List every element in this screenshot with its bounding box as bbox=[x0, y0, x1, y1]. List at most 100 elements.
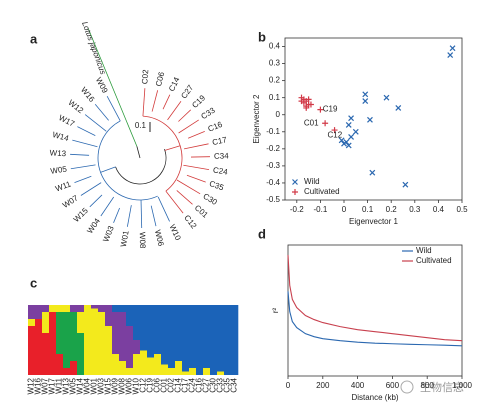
y-tick-label: -0.4 bbox=[266, 178, 280, 187]
leaf-label: C24 bbox=[212, 165, 229, 176]
bar-segment bbox=[91, 305, 99, 309]
y-tick-label: 0 bbox=[276, 110, 281, 119]
bar-segment bbox=[161, 305, 169, 365]
leaf-label: W01 bbox=[119, 229, 131, 247]
point bbox=[352, 128, 359, 135]
panel-label: c bbox=[30, 275, 37, 290]
tree-branch bbox=[94, 103, 109, 121]
bar-segment bbox=[28, 326, 36, 375]
tree-branch bbox=[74, 175, 92, 184]
x-tick-label: 600 bbox=[386, 381, 400, 390]
tree-arc bbox=[162, 148, 167, 172]
leaf-label: C30 bbox=[201, 192, 219, 208]
point bbox=[345, 142, 352, 149]
line bbox=[287, 291, 463, 347]
x-tick-label: C01 bbox=[160, 377, 169, 392]
bar-segment bbox=[210, 305, 218, 375]
bar-segment bbox=[175, 361, 183, 375]
leaf-label: W15 bbox=[72, 206, 90, 224]
tree-branch bbox=[167, 101, 182, 121]
x-tick-label: W04 bbox=[83, 377, 92, 394]
bar-segment bbox=[112, 305, 120, 312]
bar-segment bbox=[112, 354, 120, 375]
tree-branch bbox=[89, 194, 103, 208]
bar-segment bbox=[77, 333, 85, 375]
bar-segment bbox=[126, 326, 134, 368]
y-tick-label: 0.3 bbox=[269, 59, 281, 68]
x-tick-label: W09 bbox=[111, 377, 120, 394]
x-tick-label: C14 bbox=[174, 377, 183, 392]
plot-frame bbox=[284, 37, 463, 201]
point bbox=[362, 98, 369, 105]
leaf-label: C33 bbox=[199, 105, 217, 121]
bar-segment bbox=[84, 305, 92, 375]
x-tick-label: 800 bbox=[421, 381, 435, 390]
leaf-label: W08 bbox=[138, 232, 147, 249]
y-tick-label: 0.1 bbox=[269, 93, 281, 102]
watermark-icon bbox=[400, 380, 414, 394]
tree-branch bbox=[151, 90, 159, 112]
point bbox=[395, 104, 402, 111]
bar-segment bbox=[147, 305, 155, 358]
outgroup-branch bbox=[87, 27, 138, 147]
leaf-label: C06 bbox=[154, 70, 167, 87]
leaf-label: W07 bbox=[61, 193, 80, 210]
x-tick-label: 0.5 bbox=[456, 205, 468, 214]
bar-segment bbox=[42, 305, 50, 312]
x-tick-label: C27 bbox=[202, 377, 211, 392]
point bbox=[292, 179, 298, 185]
point bbox=[307, 101, 314, 108]
point bbox=[345, 122, 352, 128]
legend-label: Wild bbox=[304, 177, 320, 186]
leaf-label: C34 bbox=[214, 151, 229, 160]
leaf-label: W03 bbox=[101, 224, 116, 243]
tree-branch bbox=[113, 207, 120, 223]
bar-segment bbox=[217, 371, 225, 375]
bar-segment bbox=[224, 305, 232, 375]
bar-segment bbox=[77, 305, 85, 312]
bar-segment bbox=[140, 350, 148, 375]
bar-segment bbox=[119, 305, 127, 312]
tree-branch bbox=[72, 139, 98, 148]
x-tick-label: C16 bbox=[195, 377, 204, 392]
annotation: C12 bbox=[327, 130, 342, 139]
x-tick-label: 0 bbox=[342, 205, 347, 214]
tree-branch bbox=[80, 182, 102, 196]
panel-label: d bbox=[258, 226, 266, 241]
x-tick-label: C02 bbox=[167, 377, 176, 392]
bar-segment bbox=[126, 305, 134, 326]
leaf-label: C27 bbox=[179, 83, 195, 101]
bar-segment bbox=[35, 305, 43, 319]
tree-branch bbox=[165, 190, 184, 214]
tree-branch bbox=[100, 196, 115, 217]
tree-branch bbox=[140, 199, 143, 228]
tree-branch bbox=[178, 119, 199, 134]
plot-frame bbox=[287, 244, 463, 377]
y-tick-label: 0.4 bbox=[269, 42, 281, 51]
annotation: C19 bbox=[323, 105, 338, 114]
x-tick-label: W01 bbox=[90, 377, 99, 394]
bar-segment bbox=[189, 368, 197, 375]
point bbox=[292, 189, 298, 195]
tree-branch bbox=[136, 146, 141, 159]
leaf-label: W05 bbox=[50, 164, 68, 175]
leaf-label: C12 bbox=[182, 213, 198, 231]
tree-branch bbox=[176, 190, 193, 205]
leaf-label: W17 bbox=[57, 113, 76, 129]
tree-branch bbox=[84, 114, 107, 132]
x-tick-label: 1,000 bbox=[452, 381, 473, 390]
legend-label: Cultivated bbox=[416, 256, 452, 265]
x-axis-label: Distance (kb) bbox=[351, 393, 398, 402]
x-tick-label: C30 bbox=[209, 377, 218, 392]
leaf-label: W12 bbox=[67, 98, 86, 116]
x-tick-label: -0.1 bbox=[314, 205, 328, 214]
x-tick-label: C34 bbox=[230, 377, 239, 392]
x-tick-label: W15 bbox=[104, 377, 113, 394]
point bbox=[369, 169, 376, 176]
x-tick-label: C06 bbox=[153, 377, 162, 392]
bar-segment bbox=[154, 305, 162, 354]
bar-segment bbox=[98, 305, 106, 312]
x-tick-label: 0.3 bbox=[409, 205, 421, 214]
tree-branch bbox=[100, 166, 116, 173]
leaf-label: C17 bbox=[211, 135, 228, 147]
